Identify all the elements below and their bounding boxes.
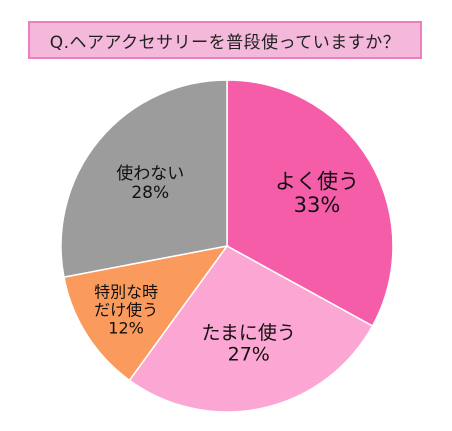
slice-category-label: たまに使う xyxy=(202,322,296,344)
slice-tsukawanai xyxy=(60,79,228,278)
slice-value-label: 27% xyxy=(228,343,270,365)
question-title: Q.ヘアアクセサリーを普段使っていますか？ xyxy=(28,21,422,59)
slice-category-label: だけ使う xyxy=(94,301,158,320)
slice-category-label: 使わない xyxy=(116,163,184,184)
slice-tamani-tsukau xyxy=(128,245,374,413)
slice-value-label: 28% xyxy=(131,183,169,203)
slice-category-label: 特別な時 xyxy=(94,283,158,302)
slice-category-label: よく使う xyxy=(275,169,359,193)
slice-value-label: 12% xyxy=(108,319,144,338)
slice-value-label: 33% xyxy=(294,193,341,217)
slice-yoku-tsukau xyxy=(226,79,394,327)
slice-tokubetsu xyxy=(63,244,229,382)
